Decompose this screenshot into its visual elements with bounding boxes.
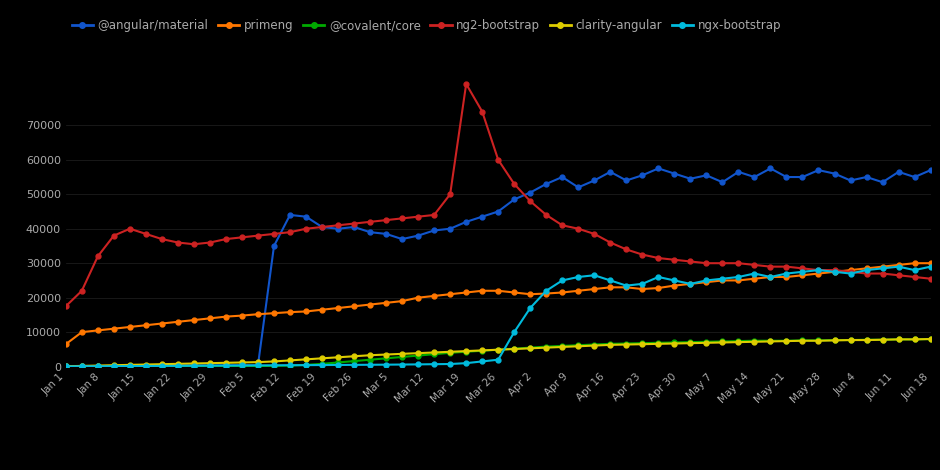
primeng <box>909 260 920 266</box>
primeng <box>893 262 904 268</box>
ng2-bootstrap <box>156 236 167 242</box>
ng2-bootstrap <box>220 236 231 242</box>
Line: primeng: primeng <box>63 261 933 347</box>
ngx-bootstrap <box>893 264 904 269</box>
@angular/material <box>652 165 664 171</box>
clarity-angular <box>268 359 279 364</box>
ng2-bootstrap <box>909 274 920 280</box>
@covalent/core <box>925 336 936 342</box>
ngx-bootstrap <box>60 364 71 369</box>
@angular/material <box>909 174 920 180</box>
@angular/material <box>268 243 279 249</box>
primeng <box>60 341 71 347</box>
Line: ngx-bootstrap: ngx-bootstrap <box>63 264 933 369</box>
@covalent/core <box>829 337 840 343</box>
@covalent/core <box>60 364 71 369</box>
ngx-bootstrap <box>829 269 840 274</box>
clarity-angular <box>156 361 167 367</box>
@covalent/core <box>156 363 167 369</box>
ng2-bootstrap <box>381 217 392 223</box>
@angular/material <box>156 363 167 368</box>
primeng <box>268 310 279 316</box>
@covalent/core <box>268 363 279 369</box>
@angular/material <box>220 362 231 368</box>
Line: @covalent/core: @covalent/core <box>63 337 933 369</box>
primeng <box>220 314 231 320</box>
primeng <box>829 269 840 274</box>
@covalent/core <box>381 355 392 361</box>
clarity-angular <box>220 360 231 366</box>
ng2-bootstrap <box>845 269 856 274</box>
Line: ng2-bootstrap: ng2-bootstrap <box>63 81 933 309</box>
ngx-bootstrap <box>220 363 231 368</box>
Line: @angular/material: @angular/material <box>63 166 933 368</box>
ngx-bootstrap <box>909 267 920 273</box>
Legend: @angular/material, primeng, @covalent/core, ng2-bootstrap, clarity-angular, ngx-: @angular/material, primeng, @covalent/co… <box>71 19 781 32</box>
@angular/material <box>381 231 392 237</box>
clarity-angular <box>909 337 920 342</box>
@angular/material <box>60 363 71 369</box>
ngx-bootstrap <box>925 264 936 269</box>
Line: clarity-angular: clarity-angular <box>63 337 933 368</box>
clarity-angular <box>381 352 392 357</box>
clarity-angular <box>925 336 936 342</box>
ng2-bootstrap <box>925 276 936 282</box>
primeng <box>381 300 392 306</box>
@angular/material <box>925 167 936 173</box>
primeng <box>156 321 167 326</box>
ngx-bootstrap <box>268 362 279 368</box>
ng2-bootstrap <box>60 304 71 309</box>
clarity-angular <box>829 337 840 343</box>
primeng <box>925 260 936 266</box>
ngx-bootstrap <box>156 363 167 369</box>
@covalent/core <box>220 363 231 369</box>
@covalent/core <box>909 337 920 342</box>
clarity-angular <box>60 363 71 369</box>
ngx-bootstrap <box>381 362 392 368</box>
@angular/material <box>845 178 856 183</box>
ng2-bootstrap <box>461 81 472 87</box>
ng2-bootstrap <box>268 231 279 237</box>
